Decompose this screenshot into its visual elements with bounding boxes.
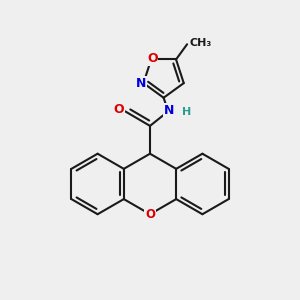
- Text: O: O: [145, 208, 155, 221]
- Text: N: N: [136, 76, 146, 90]
- Text: N: N: [164, 104, 174, 117]
- Text: H: H: [182, 107, 191, 117]
- Text: CH₃: CH₃: [190, 38, 212, 48]
- Text: O: O: [147, 52, 158, 65]
- Text: O: O: [113, 103, 124, 116]
